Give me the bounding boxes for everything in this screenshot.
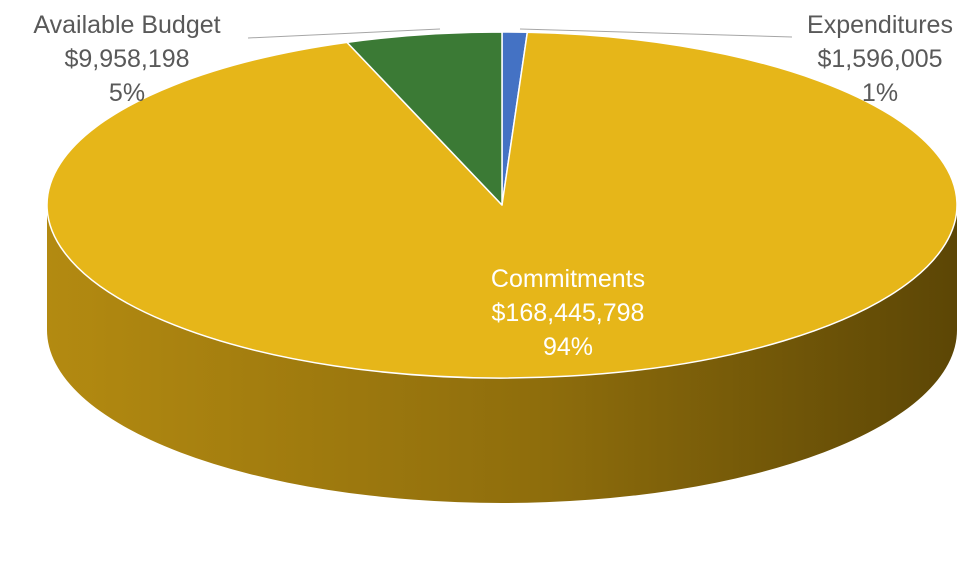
expenditures-label-percent: 1% — [862, 79, 898, 107]
commitments-slice-side — [47, 205, 957, 503]
leader-lines — [247, 28, 793, 39]
pie-top-layer — [46, 31, 958, 379]
commitments-label-name: Commitments — [491, 265, 645, 293]
pie-side-layer — [47, 205, 957, 503]
commitments-label-value: $168,445,798 — [492, 299, 645, 327]
available-budget-label-name: Available Budget — [33, 11, 220, 39]
data-labels: Expenditures $1,596,005 1% Commitments $168,… — [33, 11, 953, 361]
expenditures-label-name: Expenditures — [807, 11, 953, 39]
expenditures-leader-line — [519, 28, 793, 38]
commitments-label-percent: 94% — [543, 333, 593, 361]
expenditures-label-value: $1,596,005 — [817, 45, 942, 73]
available-budget-label-value: $9,958,198 — [64, 45, 189, 73]
available-budget-label-percent: 5% — [109, 79, 145, 107]
available-budget-leader-line — [247, 28, 441, 39]
available-budget-slice — [346, 31, 503, 206]
